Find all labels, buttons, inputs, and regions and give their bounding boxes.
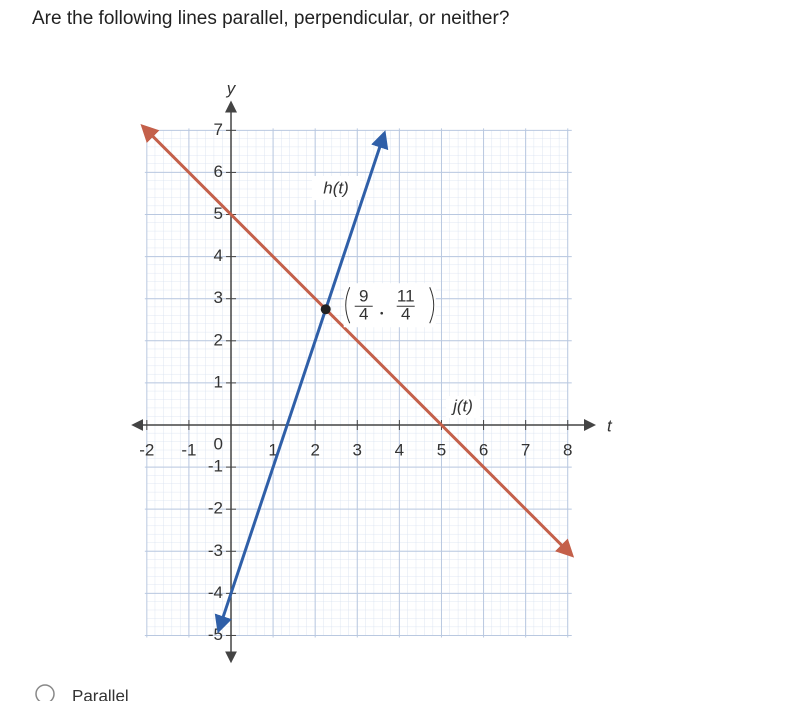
x-tick-label: 7 xyxy=(521,440,530,459)
y-tick-label: -4 xyxy=(208,583,223,602)
fraction-numerator: 9 xyxy=(359,287,368,306)
y-tick-label: 2 xyxy=(214,330,223,349)
question: Are the following lines parallel, perpen… xyxy=(32,8,509,29)
y-tick-label: 7 xyxy=(214,120,223,139)
x-tick-label: -1 xyxy=(181,440,196,459)
x-tick-label: 2 xyxy=(310,440,319,459)
y-tick-label: 3 xyxy=(214,288,223,307)
comma xyxy=(380,311,384,315)
x-tick-label: 3 xyxy=(353,440,362,459)
series-label: j(t) xyxy=(451,396,473,415)
y-tick-label: -2 xyxy=(208,499,223,518)
y-tick-label: 4 xyxy=(214,246,223,265)
paren xyxy=(345,287,351,324)
radio-button[interactable] xyxy=(35,684,55,704)
x-axis-label: t xyxy=(607,416,613,435)
y-axis-label: y xyxy=(226,79,237,98)
intersection-point xyxy=(320,304,331,315)
origin-label: 0 xyxy=(214,434,223,453)
x-tick-label: -2 xyxy=(139,440,154,459)
series-label: h(t) xyxy=(323,178,349,197)
y-tick-label: -3 xyxy=(208,541,223,560)
label-bg xyxy=(446,396,480,418)
x-tick-label: 8 xyxy=(563,440,572,459)
line xyxy=(140,123,575,558)
y-tick-label: -1 xyxy=(208,457,223,476)
fraction-numerator: 11 xyxy=(397,287,415,306)
label-bg xyxy=(343,283,436,328)
x-tick-label: 5 xyxy=(437,440,446,459)
y-tick-label: 6 xyxy=(214,162,223,181)
fraction-denominator: 4 xyxy=(359,305,368,324)
label-bg xyxy=(312,176,360,200)
x-tick-label: 4 xyxy=(395,440,404,459)
option-label[interactable]: Parallel xyxy=(72,686,129,705)
x-tick-label: 6 xyxy=(479,440,488,459)
y-tick-label: -5 xyxy=(208,625,223,644)
fraction-denominator: 4 xyxy=(401,305,410,324)
paren xyxy=(429,287,435,324)
y-tick-label: 1 xyxy=(214,372,223,391)
